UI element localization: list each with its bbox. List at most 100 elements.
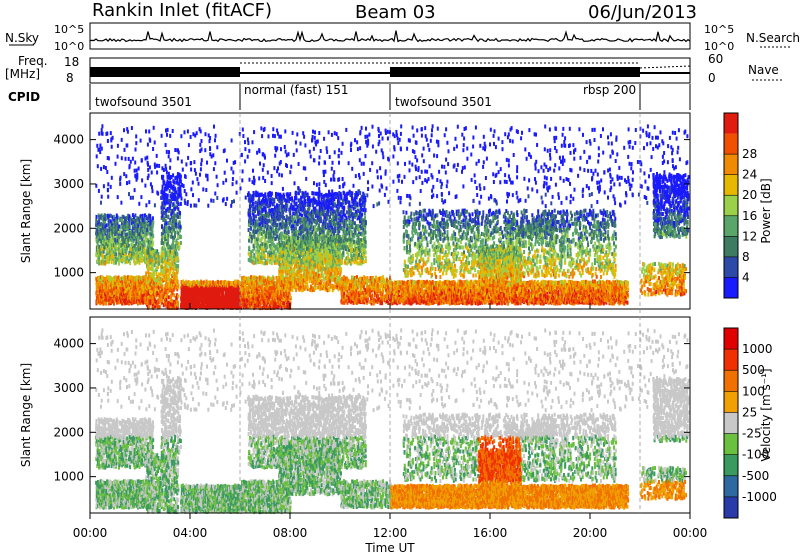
power-cell [167, 248, 170, 253]
power-cell [103, 238, 106, 243]
power-cell [176, 205, 178, 210]
power-cell [150, 240, 152, 245]
power-cell [337, 194, 340, 199]
power-cell [161, 291, 164, 296]
power-cell [172, 184, 175, 189]
power-cell [116, 240, 118, 245]
power-cell [107, 256, 110, 261]
power-cell [108, 279, 111, 284]
power-cell [160, 293, 163, 298]
power-cell [186, 305, 189, 310]
power-cell [166, 294, 168, 299]
power-cell [147, 291, 150, 296]
power-cell [100, 213, 103, 218]
power-cell [177, 294, 180, 299]
power-cell [103, 234, 106, 239]
power-cell [164, 235, 167, 240]
power-cell [124, 301, 127, 306]
power-cell [113, 293, 116, 298]
power-cell [158, 304, 161, 309]
power-cell [112, 255, 115, 260]
power-cell [218, 291, 221, 296]
power-cell [324, 220, 327, 225]
power-cell [151, 274, 154, 279]
power-cell [168, 284, 171, 289]
power-cell [141, 237, 144, 242]
power-cell [103, 213, 106, 218]
freq-band [90, 67, 240, 77]
power-cell [172, 238, 175, 243]
power-cell [132, 284, 135, 289]
power-cell [319, 216, 322, 221]
power-cell [167, 214, 170, 219]
power-cell [179, 235, 182, 239]
power-cell [159, 289, 162, 294]
power-cell [277, 207, 280, 212]
power-cell [140, 275, 143, 280]
power-cell [136, 216, 139, 221]
power-cell [165, 250, 168, 255]
power-cell [134, 283, 137, 287]
power-cell [150, 258, 153, 262]
power-cell [161, 238, 164, 243]
power-cell [179, 184, 182, 189]
power-cell [165, 221, 168, 226]
power-cell [306, 192, 309, 197]
power-cell [105, 223, 108, 228]
power-cell [108, 294, 111, 299]
power-cell [176, 198, 179, 203]
power-cell [143, 243, 146, 248]
power-cell [106, 287, 109, 292]
power-cell [172, 279, 175, 284]
power-cell [176, 293, 179, 298]
power-cell [113, 289, 116, 294]
power-cell [98, 244, 101, 249]
power-cell [161, 284, 164, 289]
power-cell [340, 194, 343, 199]
power-cell [121, 293, 124, 298]
power-cell [126, 256, 129, 261]
power-cell [107, 294, 110, 299]
power-cell [101, 243, 104, 248]
power-cell [132, 255, 135, 259]
power-cell [164, 261, 167, 266]
power-cell [312, 191, 315, 196]
power-cell [247, 222, 250, 227]
power-cell [106, 215, 109, 220]
power-cell [151, 285, 154, 290]
power-cell [158, 281, 160, 285]
power-cell [111, 231, 114, 236]
power-cell [150, 299, 153, 304]
power-cell [98, 232, 101, 237]
power-cell [151, 250, 154, 255]
power-cell [122, 222, 125, 227]
power-cell [110, 228, 112, 233]
power-cell [139, 251, 142, 256]
power-cell [176, 176, 179, 181]
power-cell [172, 303, 175, 308]
power-cell [314, 227, 317, 232]
power-cell [172, 187, 175, 192]
power-cell [95, 252, 98, 257]
power-cell [161, 191, 164, 196]
power-cell [179, 224, 182, 229]
power-cell [136, 235, 139, 239]
power-cell [147, 240, 150, 245]
power-cell [158, 261, 161, 266]
power-cell [165, 297, 168, 302]
power-cell [161, 184, 164, 189]
power-cell [280, 231, 283, 236]
power-cell [146, 254, 149, 258]
power-cell [155, 251, 158, 256]
power-cell [116, 300, 118, 305]
power-cell [133, 235, 136, 240]
power-cell [164, 201, 167, 206]
power-cell [124, 294, 127, 299]
power-cell [95, 222, 98, 227]
power-cell [157, 272, 160, 277]
power-cell [125, 297, 128, 302]
power-cell [165, 264, 168, 269]
power-cell [126, 291, 129, 296]
